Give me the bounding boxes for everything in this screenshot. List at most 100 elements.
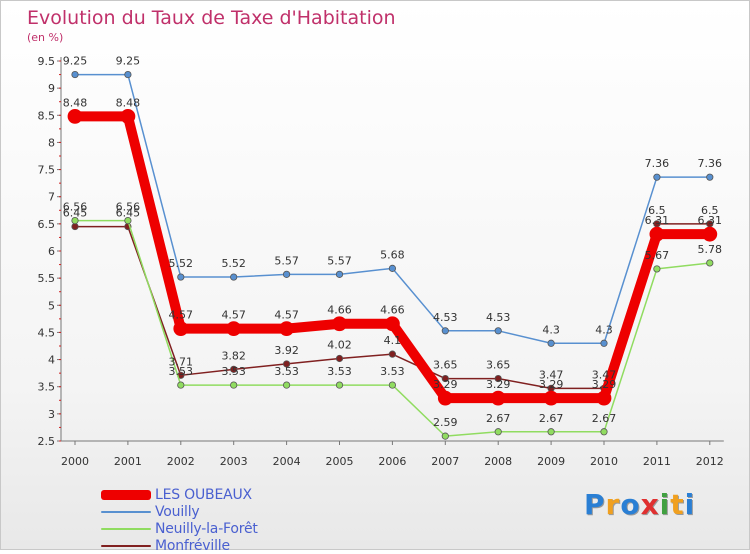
x-tick-label: 2012	[696, 455, 724, 468]
data-label: 4.57	[221, 309, 246, 322]
data-point	[388, 350, 396, 358]
data-point	[177, 381, 185, 389]
data-label: 6.5	[701, 204, 719, 217]
data-point	[494, 327, 502, 335]
y-tick-label: 5	[48, 299, 55, 312]
y-tick-label: 8.5	[38, 109, 56, 122]
y-tick-label: 4.5	[38, 326, 56, 339]
data-label: 4.1	[384, 334, 402, 347]
legend-label: Neuilly-la-Forêt	[155, 520, 258, 537]
y-tick-label: 6.5	[38, 218, 56, 231]
data-point	[226, 321, 242, 337]
data-label: 3.53	[169, 365, 194, 378]
y-tick-label: 8	[48, 136, 55, 149]
legend-label: Vouilly	[155, 503, 200, 520]
legend-label: Monfréville	[155, 537, 230, 554]
data-label: 3.53	[221, 365, 246, 378]
legend-swatch	[101, 510, 151, 513]
data-label: 9.25	[63, 55, 88, 68]
data-label: 3.53	[380, 365, 405, 378]
data-point	[282, 381, 291, 389]
data-point	[441, 374, 449, 383]
x-tick-label: 2010	[590, 455, 618, 468]
data-point	[124, 70, 132, 79]
data-label: 6.45	[63, 207, 88, 220]
data-point	[120, 108, 136, 124]
data-point	[653, 173, 661, 181]
data-point	[388, 264, 396, 272]
data-label: 3.29	[486, 378, 511, 391]
data-point	[332, 316, 347, 332]
legend-item: LES OUBEAUX	[101, 486, 258, 503]
data-label: 2.59	[433, 416, 458, 429]
x-tick-label: 2009	[537, 455, 565, 468]
legend-swatch	[101, 544, 151, 547]
data-label: 3.92	[274, 344, 299, 357]
data-point	[335, 270, 344, 278]
proxiti-logo: Proxiti	[584, 488, 696, 521]
data-label: 5.68	[380, 248, 405, 261]
data-label: 4.3	[595, 323, 613, 336]
data-label: 6.5	[648, 204, 666, 217]
data-point	[71, 70, 79, 79]
data-point	[706, 259, 714, 267]
data-point	[547, 339, 555, 347]
data-label: 2.67	[486, 412, 511, 425]
data-label: 4.66	[380, 304, 405, 317]
y-tick-label: 6	[48, 245, 55, 258]
x-tick-label: 2006	[378, 455, 406, 468]
x-tick-label: 2005	[326, 455, 354, 468]
data-label: 3.53	[327, 365, 352, 378]
data-point	[230, 381, 238, 389]
x-tick-label: 2003	[220, 455, 248, 468]
data-label: 6.31	[645, 214, 670, 227]
data-point	[282, 360, 291, 368]
data-label: 6.56	[116, 201, 141, 214]
data-label: 3.53	[274, 365, 299, 378]
data-label: 6.31	[698, 214, 723, 227]
legend-swatch	[101, 489, 151, 500]
x-tick-label: 2002	[167, 455, 195, 468]
data-label: 3.29	[592, 378, 617, 391]
data-point	[282, 270, 291, 278]
data-point	[384, 316, 400, 332]
data-point	[437, 390, 453, 406]
data-label: 3.71	[169, 355, 194, 368]
x-tick-label: 2000	[61, 455, 89, 468]
data-label: 5.67	[645, 249, 670, 262]
x-tick-label: 2004	[273, 455, 301, 468]
data-point	[279, 321, 295, 337]
data-point	[600, 428, 608, 436]
data-label: 3.47	[539, 368, 564, 381]
data-point	[706, 173, 714, 181]
data-point	[441, 432, 449, 440]
y-tick-label: 7.5	[38, 164, 56, 177]
data-point	[335, 354, 344, 363]
data-label: 5.78	[698, 243, 723, 256]
y-tick-label: 2.5	[38, 435, 56, 448]
y-tick-label: 3.5	[38, 381, 56, 394]
data-label: 4.57	[274, 309, 299, 322]
data-label: 6.56	[63, 201, 88, 214]
data-point	[600, 339, 608, 347]
x-tick-label: 2011	[643, 455, 671, 468]
data-label: 3.29	[539, 378, 564, 391]
y-tick-label: 7	[48, 191, 55, 204]
data-label: 4.66	[327, 304, 352, 317]
data-point	[124, 217, 132, 225]
y-tick-label: 9.5	[38, 55, 56, 68]
data-point	[230, 365, 238, 373]
data-point	[653, 265, 661, 273]
data-label: 8.48	[116, 96, 141, 109]
data-point	[388, 381, 396, 389]
data-label: 7.36	[645, 157, 670, 170]
data-point	[494, 428, 502, 436]
data-label: 7.36	[698, 157, 723, 170]
data-point	[71, 217, 79, 225]
data-label: 5.52	[169, 257, 194, 270]
chart-subtitle: (en %)	[27, 31, 64, 44]
data-label: 4.57	[169, 309, 194, 322]
data-point	[230, 273, 238, 281]
data-point	[547, 428, 555, 436]
x-tick-label: 2001	[114, 455, 142, 468]
